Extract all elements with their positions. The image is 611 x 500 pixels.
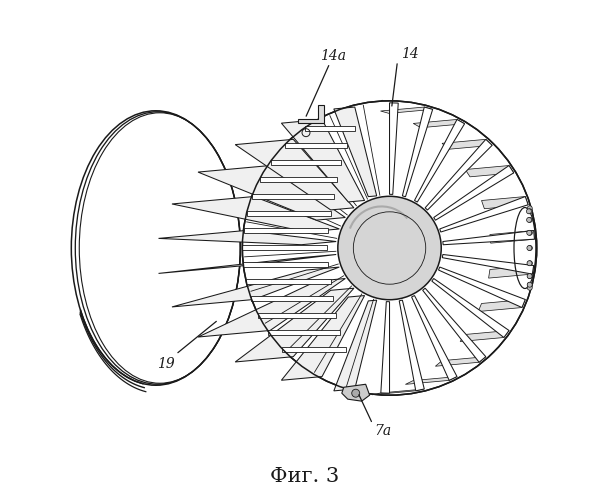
Text: 14: 14 [401,47,419,61]
Circle shape [527,260,532,266]
Polygon shape [460,330,509,342]
Circle shape [527,260,532,266]
Circle shape [338,196,441,300]
Polygon shape [158,254,336,274]
Polygon shape [243,245,327,250]
Polygon shape [298,105,324,122]
Text: Фиг. 3: Фиг. 3 [271,467,340,486]
Circle shape [243,101,536,395]
Polygon shape [381,107,433,114]
Polygon shape [198,278,345,337]
Polygon shape [465,166,514,177]
Text: 7а: 7а [374,424,391,438]
Polygon shape [489,266,533,278]
Polygon shape [172,267,339,307]
Circle shape [527,274,532,278]
Polygon shape [425,140,492,210]
Polygon shape [390,103,398,194]
Circle shape [352,389,360,397]
Polygon shape [372,389,424,395]
Polygon shape [158,230,336,244]
Polygon shape [260,177,337,182]
Polygon shape [252,194,334,199]
Polygon shape [235,288,354,362]
Polygon shape [478,300,525,312]
Circle shape [527,274,532,278]
Polygon shape [306,126,356,131]
Polygon shape [381,302,390,393]
Polygon shape [285,143,347,148]
Polygon shape [442,140,492,149]
Polygon shape [412,296,457,380]
Text: 19: 19 [157,358,175,372]
Polygon shape [440,196,528,232]
Polygon shape [235,140,354,210]
Circle shape [527,282,532,287]
Circle shape [527,209,532,214]
Polygon shape [282,120,365,202]
Polygon shape [399,300,424,391]
Polygon shape [434,166,514,220]
Polygon shape [247,211,331,216]
Polygon shape [282,347,346,352]
Circle shape [527,246,532,250]
Polygon shape [271,160,342,165]
Circle shape [527,206,532,211]
Polygon shape [414,120,464,202]
Circle shape [527,218,532,222]
Circle shape [527,246,532,250]
Circle shape [527,209,532,214]
Circle shape [527,286,532,290]
Polygon shape [198,166,345,220]
Polygon shape [442,254,533,274]
Polygon shape [251,296,334,301]
Polygon shape [443,230,535,244]
Circle shape [527,218,532,222]
Polygon shape [481,196,528,208]
Polygon shape [403,107,433,196]
Polygon shape [406,376,457,384]
Polygon shape [246,279,331,284]
Polygon shape [490,230,535,243]
Polygon shape [334,107,376,196]
Polygon shape [413,120,464,128]
Polygon shape [432,278,509,338]
Polygon shape [342,384,370,401]
Circle shape [527,230,532,235]
Polygon shape [334,300,376,391]
Polygon shape [282,296,365,380]
Polygon shape [423,288,486,362]
Polygon shape [243,262,327,267]
Polygon shape [258,313,337,318]
Polygon shape [436,356,486,366]
Circle shape [527,230,532,235]
Circle shape [527,282,532,287]
Polygon shape [268,330,340,335]
Polygon shape [172,196,339,232]
Polygon shape [244,228,328,233]
Polygon shape [439,267,525,308]
Text: 14а: 14а [320,49,346,63]
